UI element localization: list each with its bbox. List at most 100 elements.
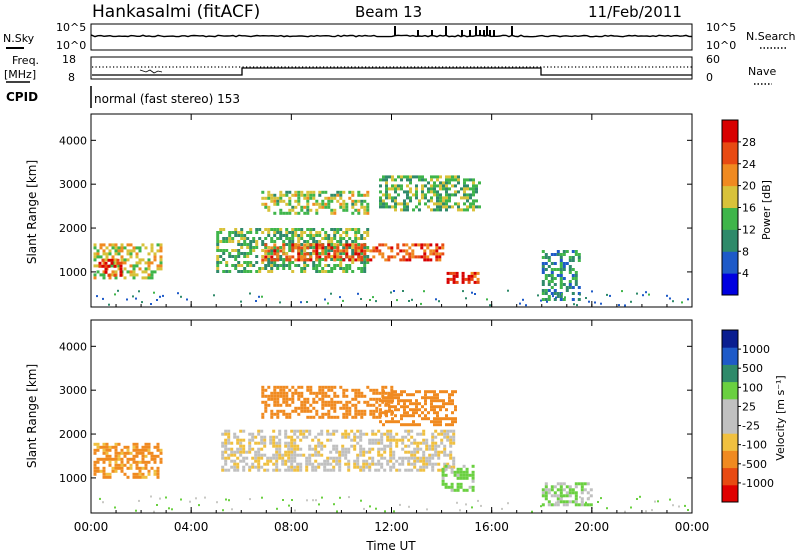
heatmap-cell [219,228,223,231]
heatmap-cell [357,255,361,259]
heatmap-cell [447,485,451,489]
heatmap-cell [293,465,297,469]
heatmap-cell [404,435,408,439]
heatmap-cell [105,454,109,458]
heatmap-cell [336,231,340,234]
heatmap-cell [448,423,451,427]
heatmap-cell [442,390,445,394]
heatmap-cell [468,485,472,489]
heatmap-cell [300,237,304,240]
heatmap-cell [258,267,262,270]
heatmap-cell [342,202,346,206]
heatmap-cell [288,199,292,203]
heatmap-cell [472,193,475,197]
heatmap-cell [345,409,349,413]
heatmap-cell [111,264,115,268]
heatmap-cell [467,277,471,281]
heatmap-cell [368,468,372,472]
heatmap-cell [540,505,542,508]
heatmap-cell [544,488,548,492]
heatmap-cell [276,397,280,401]
heatmap-cell [336,415,340,419]
heatmap-cell [327,385,331,389]
heatmap-cell [240,300,242,303]
heatmap-cell [357,267,361,270]
heatmap-cell [571,250,575,253]
heatmap-cell [409,178,412,182]
heatmap-cell [132,264,136,268]
heatmap-cell [541,271,545,274]
heatmap-cell [381,391,385,395]
heatmap-cell [297,385,301,389]
heatmap-cell [288,412,292,416]
heatmap-cell [351,240,355,243]
heatmap-cell [291,234,295,237]
heatmap-cell [407,468,411,472]
heatmap-cell [553,503,557,507]
heatmap-cell [386,432,390,436]
heatmap-cell [254,459,258,463]
heatmap-cell [426,255,430,259]
heatmap-cell [357,231,361,234]
heatmap-cell [336,246,340,250]
heatmap-cell [463,208,466,212]
heatmap-cell [415,423,418,427]
heatmap-cell [380,465,384,469]
heatmap-cell [440,441,444,445]
heatmap-cell [153,270,157,274]
heatmap-cell [565,485,569,489]
heatmap-cell [129,466,133,470]
heatmap-cell [108,276,112,280]
heatmap-cell [356,465,360,469]
y-tick-label: 3000 [59,384,87,397]
heatmap-cell [93,460,97,464]
heatmap-cell [363,255,367,258]
heatmap-cell [270,409,274,413]
heatmap-cell [439,390,442,394]
heatmap-cell [360,270,364,273]
heatmap-cell [257,429,261,433]
heatmap-cell [359,453,363,457]
heatmap-cell [443,447,447,451]
heatmap-cell [472,202,475,206]
heatmap-cell [264,406,268,410]
heatmap-cell [239,438,243,442]
heatmap-cell [332,465,336,469]
heatmap-cell [147,252,151,256]
heatmap-cell [114,246,118,250]
heatmap-cell [255,261,259,264]
heatmap-cell [141,258,145,262]
heatmap-cell [586,482,590,486]
heatmap-cell [216,258,220,261]
heatmap-cell [453,470,457,474]
heatmap-cell [332,456,336,460]
heatmap-cell [114,243,118,247]
heatmap-cell [395,432,399,436]
heatmap-cell [315,267,319,270]
heatmap-cell [472,190,475,194]
heatmap-cell [442,196,445,200]
heatmap-cell [150,246,154,250]
heatmap-cell [366,249,370,252]
heatmap-cell [369,412,373,416]
heatmap-cell [141,445,145,449]
heatmap-cell [359,468,363,472]
heatmap-cell [550,503,554,507]
heatmap-cell [333,255,337,259]
heatmap-cell [405,252,409,256]
heatmap-cell [147,445,151,449]
heatmap-cell [424,393,427,397]
heatmap-cell [273,394,277,398]
heatmap-cell [297,190,301,194]
heatmap-cell [345,231,349,234]
heatmap-cell [409,181,412,185]
heatmap-cell [418,402,421,406]
heatmap-cell [363,264,367,267]
heatmap-cell [405,243,409,247]
heatmap-cell [453,488,457,492]
heatmap-cell [585,501,587,504]
heatmap-cell [379,411,382,415]
heatmap-cell [478,181,481,185]
heatmap-cell [559,283,563,286]
heatmap-cell [448,399,451,403]
